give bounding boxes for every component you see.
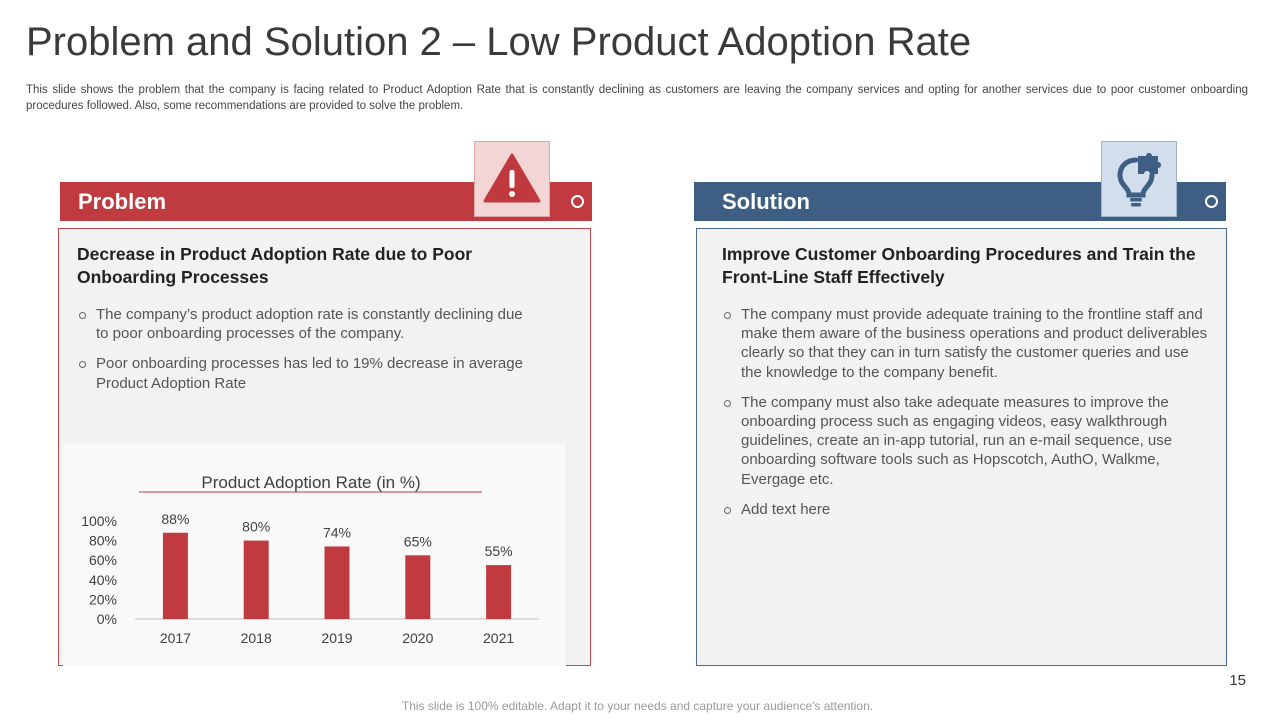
x-tick-label: 2021 xyxy=(483,630,514,646)
adoption-rate-chart: Product Adoption Rate (in %) 100% 80% 60% 40… xyxy=(63,444,566,666)
data-label: 55% xyxy=(485,543,513,559)
bullet-text: The company’s product adoption rate is c… xyxy=(96,306,523,343)
y-tick-label: 80% xyxy=(89,533,117,549)
chart-svg: Product Adoption Rate (in %) 100% 80% 60% 40… xyxy=(81,473,539,646)
bullet-text: The company must also take adequate meas… xyxy=(741,393,1173,488)
circle-bullet-icon xyxy=(571,195,584,208)
bullet-text: Add text here xyxy=(741,500,831,518)
list-item: The company must provide adequate traini… xyxy=(722,305,1212,382)
y-tick-label: 100% xyxy=(81,513,117,529)
y-tick-label: 20% xyxy=(89,591,117,607)
y-tick-label: 40% xyxy=(89,572,117,588)
list-item: Add text here xyxy=(722,500,1212,519)
data-label: 88% xyxy=(161,511,189,527)
bar-2017 xyxy=(162,532,188,619)
list-item: Poor onboarding processes has led to 19%… xyxy=(77,354,537,392)
slide-title: Problem and Solution 2 – Low Product Ado… xyxy=(26,20,972,64)
solution-label: Solution xyxy=(722,189,810,214)
x-tick-label: 2017 xyxy=(160,630,191,646)
bar-2021 xyxy=(486,565,512,619)
bullet-text: Poor onboarding processes has led to 19%… xyxy=(96,355,523,392)
x-tick-label: 2020 xyxy=(402,630,433,646)
circle-bullet-icon xyxy=(724,506,731,514)
solution-panel: Improve Customer Onboarding Procedures a… xyxy=(696,228,1227,666)
y-tick-label: 0% xyxy=(97,611,117,627)
circle-bullet-icon xyxy=(1205,195,1218,208)
data-label: 65% xyxy=(404,533,432,549)
problem-label: Problem xyxy=(78,189,167,214)
circle-bullet-icon xyxy=(724,399,731,407)
bar-2019 xyxy=(324,546,350,619)
x-tick-label: 2018 xyxy=(241,630,272,646)
data-label: 80% xyxy=(242,519,270,535)
bullet-text: The company must provide adequate traini… xyxy=(741,306,1208,381)
footer-note: This slide is 100% editable. Adapt it to… xyxy=(401,699,874,713)
solution-heading: Improve Customer Onboarding Procedures a… xyxy=(722,244,1196,287)
problem-panel: Decrease in Product Adoption Rate due to… xyxy=(58,228,591,666)
list-item: The company’s product adoption rate is c… xyxy=(77,305,537,343)
circle-bullet-icon xyxy=(79,361,86,369)
x-tick-label: 2019 xyxy=(321,630,352,646)
problem-bullet-list: The company’s product adoption rate is c… xyxy=(77,305,537,404)
circle-bullet-icon xyxy=(79,312,86,319)
slide-description: This slide shows the problem that the co… xyxy=(26,84,1248,112)
y-tick-label: 60% xyxy=(89,552,117,568)
circle-bullet-icon xyxy=(724,312,731,319)
bar-2018 xyxy=(243,540,269,619)
problem-heading: Decrease in Product Adoption Rate due to… xyxy=(77,244,473,287)
data-label: 74% xyxy=(323,524,351,540)
chart-title: Product Adoption Rate (in %) xyxy=(201,473,420,492)
bar-2020 xyxy=(405,555,431,619)
page-number: 15 xyxy=(1229,672,1246,689)
list-item: The company must also take adequate meas… xyxy=(722,393,1212,489)
lightbulb-puzzle-icon xyxy=(1101,141,1177,217)
solution-bullet-list: The company must provide adequate traini… xyxy=(722,305,1212,530)
warning-triangle-icon xyxy=(474,141,550,217)
